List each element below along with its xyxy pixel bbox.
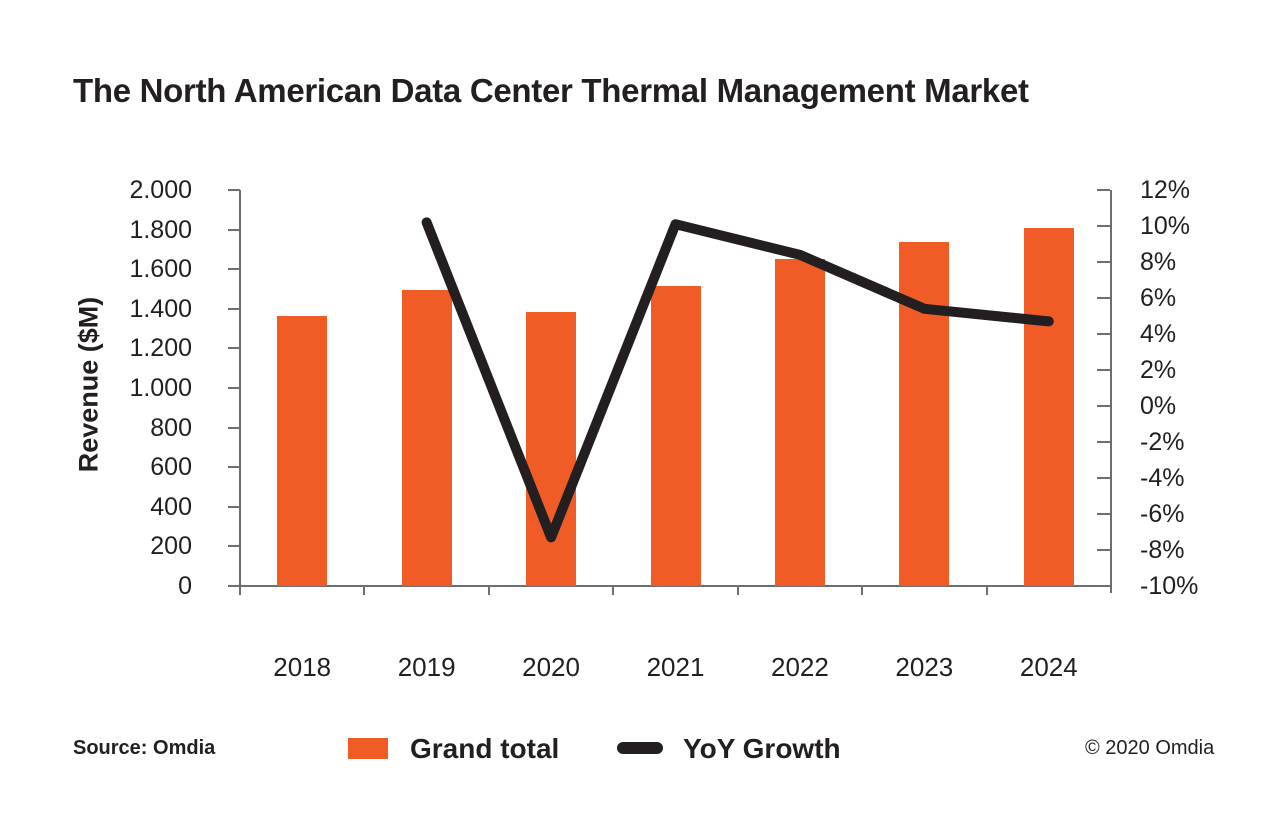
yoy-growth-polyline <box>421 217 1054 543</box>
right-axis-tick <box>1097 549 1110 551</box>
grand-total-bar <box>401 289 452 586</box>
right-axis-tick-label: 4% <box>1140 320 1177 348</box>
left-axis-tick <box>228 505 240 508</box>
right-axis-tick-label: 2% <box>1140 356 1177 384</box>
left-axis-tick <box>228 268 240 271</box>
right-axis-tick <box>1097 297 1110 299</box>
right-axis-tick-label: -8% <box>1140 536 1185 564</box>
legend-line-swatch <box>617 742 663 754</box>
right-axis-tick <box>1097 585 1110 587</box>
left-axis-tick-label: 400 <box>150 492 192 521</box>
left-axis-tick <box>228 189 240 191</box>
right-axis-tick <box>1097 333 1110 335</box>
x-axis-category-label: 2022 <box>771 652 829 682</box>
legend-bar-swatch <box>348 738 388 759</box>
left-axis-tick-label: 800 <box>150 413 192 442</box>
left-axis-tick <box>228 387 240 389</box>
left-axis-tick <box>228 585 240 587</box>
left-axis-tick <box>228 426 240 429</box>
left-axis-tick <box>228 347 240 350</box>
left-axis-tick-label: 1.200 <box>129 334 192 363</box>
x-axis-line <box>228 585 1112 587</box>
legend-label-yoy-growth: YoY Growth <box>683 733 841 764</box>
right-axis-tick-label: 8% <box>1140 248 1177 276</box>
right-axis-tick <box>1097 189 1110 191</box>
left-axis-tick <box>228 545 240 548</box>
left-axis-tick <box>228 228 240 231</box>
grand-total-bar <box>277 315 328 586</box>
x-axis-tick <box>612 586 615 595</box>
right-axis-tick-label: 10% <box>1140 212 1191 240</box>
x-axis-tick <box>736 586 739 595</box>
right-axis-line <box>1110 190 1112 593</box>
grand-total-bar <box>899 242 950 586</box>
legend-label-grand-total: Grand total <box>410 733 560 764</box>
x-axis-category-label: 2018 <box>273 652 332 682</box>
right-axis-tick <box>1097 513 1110 515</box>
left-axis-tick-label: 600 <box>150 453 192 482</box>
left-axis-tick <box>228 307 240 310</box>
right-axis-tick <box>1097 441 1110 443</box>
left-axis-tick-label: 0 <box>178 572 192 600</box>
right-axis-tick <box>1097 477 1110 479</box>
left-axis-tick-label: 1.600 <box>129 255 192 284</box>
grand-total-bar <box>650 286 701 586</box>
left-axis-tick-label: 1.400 <box>129 294 192 323</box>
right-axis-tick <box>1097 369 1110 371</box>
left-axis-tick-label: 2.000 <box>129 176 192 204</box>
source-text: Source: Omdia <box>73 737 216 759</box>
right-axis-tick-label: -2% <box>1140 428 1185 456</box>
left-axis-tick <box>228 466 240 469</box>
x-axis-category-label: 2020 <box>522 652 580 682</box>
x-axis-category-label: 2019 <box>397 652 456 682</box>
x-axis-tick <box>363 586 366 595</box>
right-axis-tick-label: 0% <box>1140 392 1177 420</box>
right-axis-tick-label: 6% <box>1140 284 1177 312</box>
left-axis-line <box>239 190 241 595</box>
x-axis-category-label: 2023 <box>895 652 954 682</box>
page-title: The North American Data Center Thermal M… <box>73 72 1029 109</box>
right-axis-tick <box>1097 405 1110 407</box>
grand-total-bar <box>774 259 825 586</box>
left-axis-tick-label: 1.800 <box>129 215 192 244</box>
x-axis-category-label: 2024 <box>1019 652 1078 682</box>
grand-total-bar <box>526 311 577 586</box>
grand-total-bar <box>1023 227 1074 586</box>
left-axis-tick-label: 200 <box>150 532 192 561</box>
x-axis-category-label: 2021 <box>646 652 705 682</box>
x-axis-tick <box>487 586 490 595</box>
copyright-text: © 2020 Omdia <box>1085 737 1215 759</box>
x-axis-tick <box>861 586 864 595</box>
left-axis-tick-label: 1.000 <box>129 374 192 402</box>
x-axis-tick <box>985 586 988 595</box>
right-axis-tick-label: -6% <box>1140 500 1185 528</box>
right-axis-tick-label: 12% <box>1140 176 1191 204</box>
right-axis-tick-label: -10% <box>1140 572 1199 600</box>
right-axis-tick <box>1097 225 1110 227</box>
right-axis-tick-label: -4% <box>1140 464 1185 492</box>
right-axis-tick <box>1097 261 1110 263</box>
